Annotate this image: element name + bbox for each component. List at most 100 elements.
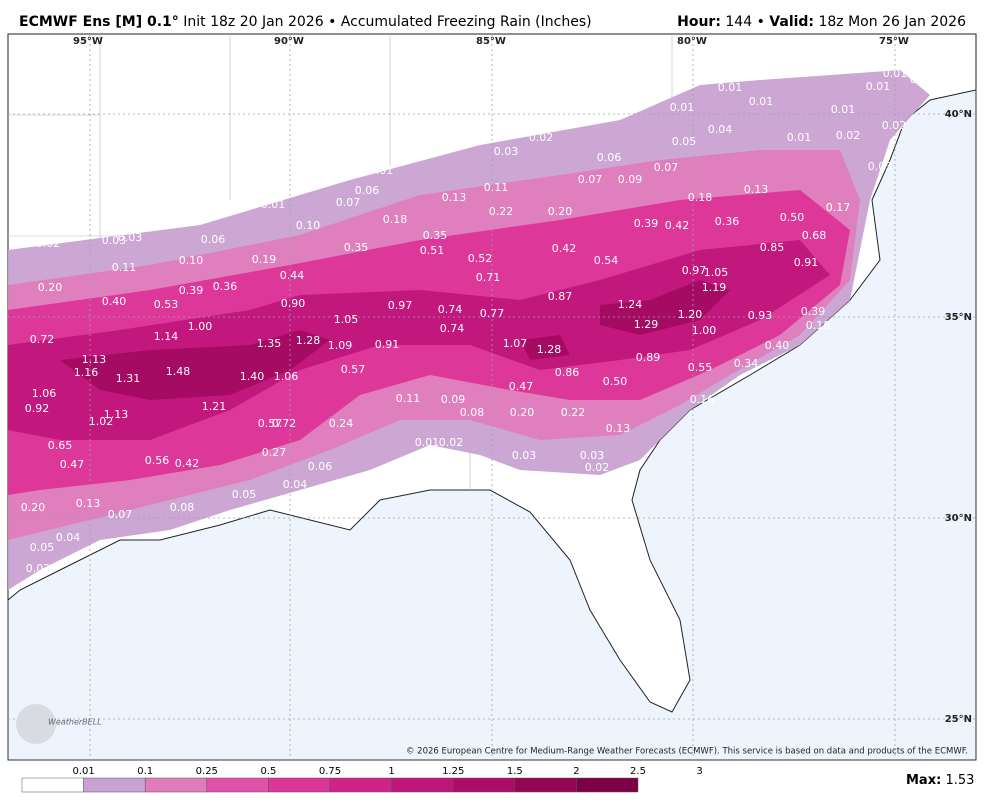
point-value: 0.09 <box>618 173 643 186</box>
point-value: 0.02 <box>26 562 51 575</box>
point-value: 0.89 <box>636 351 661 364</box>
point-value: 0.01 <box>866 80 891 93</box>
copyright: © 2026 European Centre for Medium-Range … <box>406 747 968 757</box>
point-value: 0.01 <box>831 103 856 116</box>
point-value: 0.07 <box>578 173 603 186</box>
point-value: 0.05 <box>232 488 257 501</box>
point-value: 0.01 <box>883 67 908 80</box>
point-value: 0.40 <box>765 339 790 352</box>
point-value: 1.13 <box>82 353 107 366</box>
point-value: 1.48 <box>166 365 191 378</box>
point-value: 0.01 <box>910 73 935 86</box>
point-value: 0.71 <box>476 271 501 284</box>
point-value: 0.02 <box>585 461 610 474</box>
point-value: 0.13 <box>442 191 467 204</box>
point-value: 0.02 <box>882 119 907 132</box>
legend-tick-label: 0.25 <box>196 766 218 777</box>
point-value: 0.06 <box>597 151 622 164</box>
point-value: 0.68 <box>802 229 827 242</box>
point-value: 0.47 <box>509 380 534 393</box>
point-value: 0.10 <box>179 254 204 267</box>
point-value: 0.39 <box>179 284 204 297</box>
point-value: 1.40 <box>240 370 265 383</box>
point-value: 0.65 <box>48 439 73 452</box>
lat-label: 40°N <box>945 109 972 120</box>
point-value: 0.22 <box>561 406 586 419</box>
lon-label: 75°W <box>879 36 909 47</box>
hour-label: Hour: <box>677 14 721 30</box>
lon-label: 85°W <box>476 36 506 47</box>
point-value: 0.13 <box>744 183 769 196</box>
model: ECMWF Ens [M] 0.1° <box>19 14 179 30</box>
point-value: 0.02 <box>439 436 464 449</box>
point-value: 0.91 <box>375 338 400 351</box>
point-value: 0.42 <box>665 219 690 232</box>
legend-tick-label: 1.5 <box>507 766 523 777</box>
point-value: 0.20 <box>510 406 535 419</box>
point-value: 1.06 <box>32 387 57 400</box>
point-value: 0.34 <box>734 357 759 370</box>
point-value: 0.04 <box>56 531 81 544</box>
point-value: 0.39 <box>801 305 826 318</box>
valid: 18z Mon 26 Jan 2026 <box>818 14 966 30</box>
legend-tick-label: 1 <box>388 766 394 777</box>
lon-label: 95°W <box>73 36 103 47</box>
point-value: 0.36 <box>715 215 740 228</box>
point-value: 0.51 <box>420 244 445 257</box>
legend-tick-label: 0.01 <box>72 766 94 777</box>
point-value: 0.77 <box>480 307 505 320</box>
point-value: 0.03 <box>102 234 127 247</box>
point-value: 1.07 <box>503 337 528 350</box>
point-value: 0.22 <box>489 205 514 218</box>
legend-swatch <box>206 777 269 793</box>
lon-label: 80°W <box>677 36 707 47</box>
separator: • <box>757 14 765 30</box>
max-info: Max: 1.53 <box>906 773 974 788</box>
point-value: 0.05 <box>30 541 55 554</box>
point-value: 0.72 <box>30 333 55 346</box>
legend-tick-label: 1.25 <box>442 766 464 777</box>
graticule-labels: 95°W 90°W 85°W 80°W 75°W 40°N 35°N 30°N … <box>73 36 972 725</box>
point-value: 1.09 <box>328 339 353 352</box>
point-value: 0.57 <box>341 363 366 376</box>
point-value: 0.02 <box>36 237 61 250</box>
point-value: 0.20 <box>38 281 63 294</box>
legend: 0.01 0.1 0.25 0.5 0.75 1 1.25 1.5 2 2.5 3 <box>21 766 703 793</box>
point-value: 0.06 <box>308 460 333 473</box>
point-value: 0.85 <box>760 241 785 254</box>
point-value: 0.19 <box>252 253 277 266</box>
point-value: 0.01 <box>670 101 695 114</box>
hour: 144 <box>725 14 752 30</box>
legend-swatch <box>329 777 392 793</box>
point-value: 1.14 <box>154 330 179 343</box>
legend-tick-label: 2.5 <box>630 766 646 777</box>
point-value: 0.47 <box>60 458 85 471</box>
lat-label: 30°N <box>945 513 972 524</box>
point-value: 0.24 <box>329 417 354 430</box>
point-value: 0.01 <box>749 95 774 108</box>
point-value: 0.97 <box>388 299 413 312</box>
field: Accumulated Freezing Rain (Inches) <box>341 14 592 30</box>
point-value: 0.55 <box>688 361 713 374</box>
point-value: 0.03 <box>868 160 893 173</box>
point-value: 0.86 <box>555 366 580 379</box>
point-value: 1.00 <box>188 320 213 333</box>
point-value: 0.10 <box>296 219 321 232</box>
title: ECMWF Ens [M] 0.1° Init 18z 20 Jan 2026 … <box>19 14 592 30</box>
point-value: 0.11 <box>396 392 421 405</box>
point-value: 0.92 <box>25 402 50 415</box>
point-value: 0.01 <box>415 436 440 449</box>
legend-tick-label: 0.1 <box>137 766 153 777</box>
grid <box>8 34 976 760</box>
point-value: 0.52 <box>468 252 493 265</box>
point-value: 1.29 <box>634 318 659 331</box>
lat-label: 25°N <box>945 714 972 725</box>
separator: • <box>328 14 336 30</box>
point-value: 0.35 <box>423 229 448 242</box>
legend-swatch <box>514 777 577 793</box>
point-value: 0.03 <box>118 231 143 244</box>
point-value: 1.35 <box>257 337 282 350</box>
lat-label: 35°N <box>945 312 972 323</box>
point-value: 0.97 <box>682 264 707 277</box>
point-value: 0.13 <box>606 422 631 435</box>
